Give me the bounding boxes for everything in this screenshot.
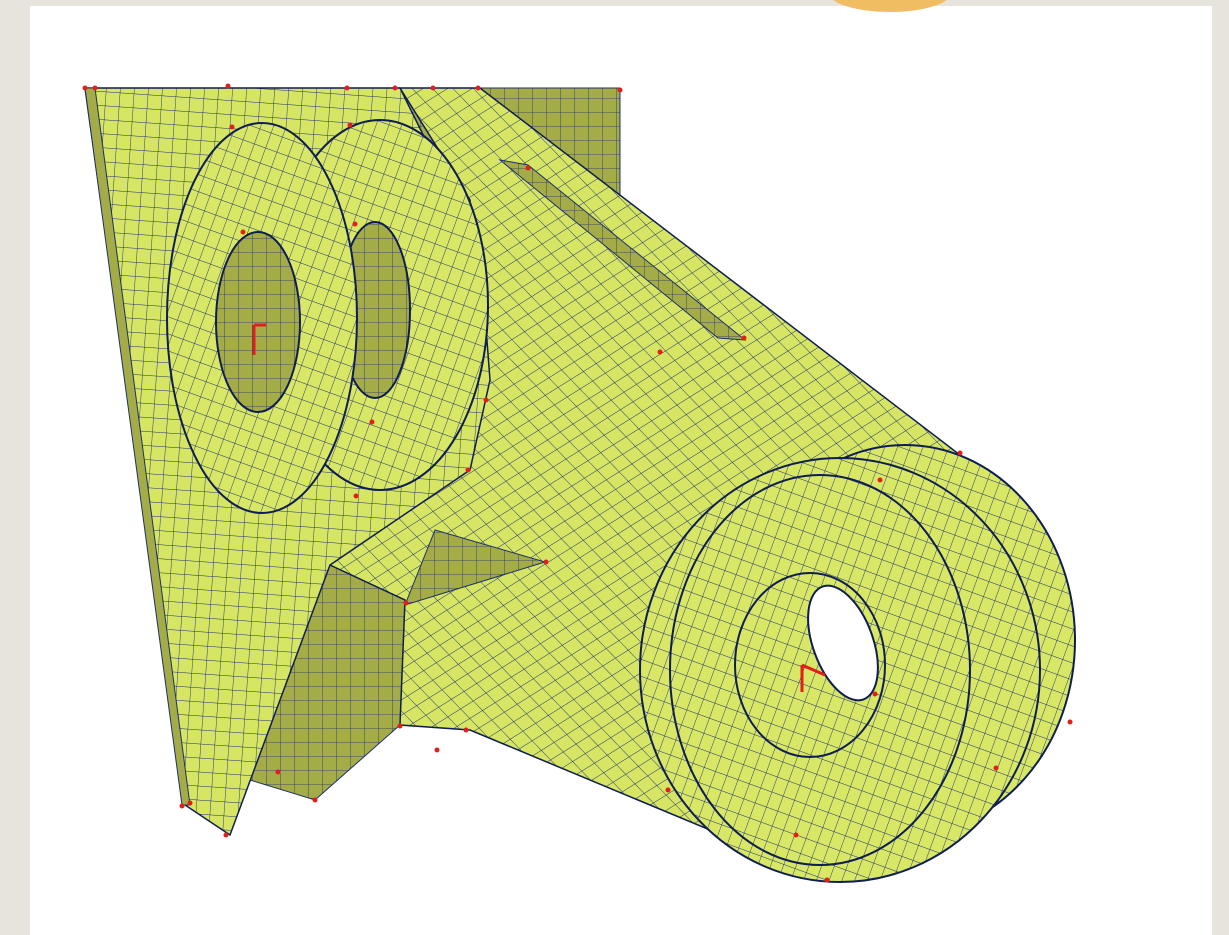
- boss-front-hole: [215, 231, 301, 413]
- lug-hole: [807, 584, 879, 702]
- orange-blob: [833, 0, 947, 12]
- lug-ring: [669, 474, 971, 866]
- vertex-dots: [82, 83, 1073, 883]
- axis-marker: [252, 323, 266, 355]
- inner-gusset: [404, 529, 547, 606]
- lug-ring-inner: [734, 572, 886, 758]
- axis-marker: [800, 663, 826, 692]
